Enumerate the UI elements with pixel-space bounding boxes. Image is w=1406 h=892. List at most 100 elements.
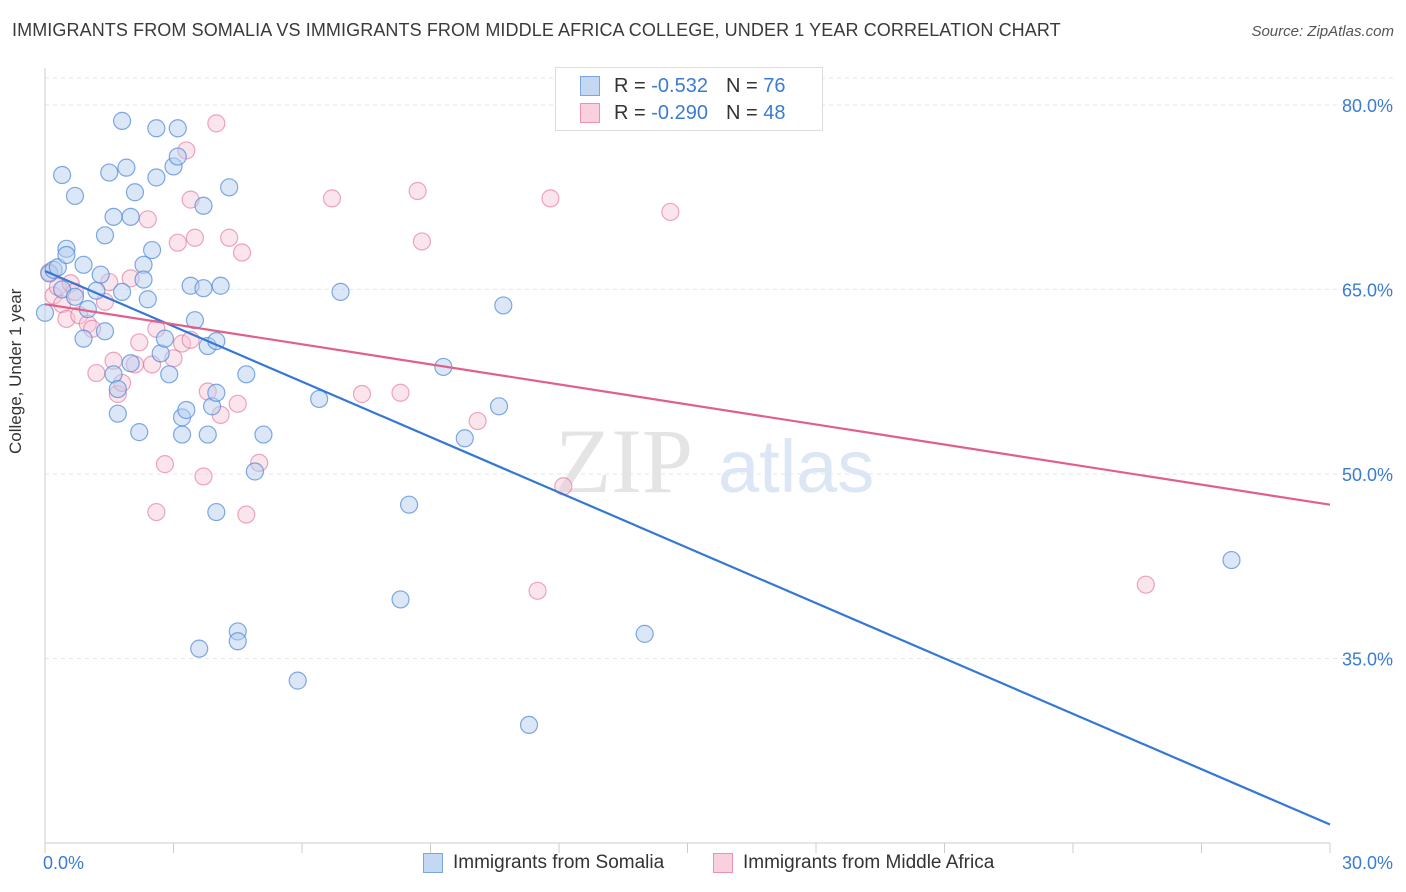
point-somalia-39 [168, 119, 187, 138]
point-somalia-70 [494, 296, 513, 315]
point-somalia-47 [194, 279, 213, 298]
point-somalia-64 [331, 282, 350, 301]
point-middle-africa-23 [155, 455, 175, 474]
point-somalia-73 [1222, 550, 1241, 570]
legend-n-label: N = [725, 101, 758, 124]
point-somalia-41 [172, 425, 192, 444]
trend-line-somalia [44, 269, 1331, 826]
point-somalia-10 [74, 329, 93, 348]
point-somalia-30 [134, 270, 153, 289]
point-somalia-4 [53, 165, 72, 185]
point-middle-africa-37 [232, 243, 252, 262]
point-somalia-71 [519, 715, 539, 735]
point-somalia-68 [455, 429, 474, 448]
point-somalia-9 [65, 287, 85, 306]
legend-row-middle-africa: R = -0.290 N = 48 [580, 101, 785, 125]
watermark: ZIP atlas [555, 410, 874, 512]
point-somalia-16 [95, 226, 115, 245]
chart-title: IMMIGRANTS FROM SOMALIA VS IMMIGRANTS FR… [12, 20, 1061, 40]
point-somalia-27 [125, 183, 145, 202]
point-somalia-20 [108, 379, 127, 399]
point-middle-africa-18 [130, 333, 149, 352]
legend-swatch-middle-africa [580, 103, 600, 123]
y-axis-label: College, Under 1 year [6, 288, 25, 454]
bottom-legend-swatch-middle-africa [713, 853, 733, 873]
point-somalia-22 [112, 111, 132, 130]
point-somalia-23 [112, 282, 132, 301]
point-somalia-36 [155, 329, 175, 348]
point-middle-africa-45 [468, 411, 487, 431]
point-somalia-58 [228, 632, 247, 651]
bottom-legend-somalia: Immigrants from Somalia [423, 852, 664, 874]
point-somalia-24 [117, 158, 136, 177]
correlation-legend: R = -0.532 N = 76 R = -0.290 N = 48 [555, 67, 823, 131]
point-somalia-46 [190, 639, 209, 658]
point-somalia-15 [95, 322, 115, 341]
point-somalia-50 [198, 425, 217, 444]
point-somalia-0 [35, 303, 55, 322]
point-somalia-65 [391, 590, 410, 609]
bottom-legend-label-somalia: Immigrants from Somalia [453, 852, 665, 873]
legend-r-middle-africa: -0.290 [651, 101, 708, 124]
point-somalia-43 [177, 400, 196, 420]
x-tick-label-min: 0.0% [43, 853, 84, 873]
point-middle-africa-48 [528, 581, 547, 600]
point-somalia-54 [207, 502, 226, 522]
point-somalia-56 [220, 178, 239, 197]
x-tick-label-max: 30.0% [1342, 853, 1393, 873]
y-tick-label-1: 50.0% [1342, 465, 1393, 485]
legend-row-somalia: R = -0.532 N = 76 [580, 74, 785, 98]
trend-lines [44, 269, 1331, 826]
legend-n-label: N = [725, 74, 758, 97]
point-middle-africa-30 [185, 228, 205, 247]
point-somalia-61 [254, 425, 273, 444]
point-somalia-63 [310, 389, 329, 409]
legend-n-somalia: 76 [763, 74, 786, 97]
point-somalia-14 [91, 265, 110, 284]
y-tick-label-0: 35.0% [1342, 649, 1393, 669]
point-middle-africa-31 [194, 467, 213, 486]
point-somalia-11 [74, 255, 93, 274]
legend-n-middle-africa: 48 [763, 101, 786, 124]
point-somalia-69 [489, 397, 509, 416]
point-somalia-19 [104, 207, 123, 226]
point-somalia-25 [121, 354, 140, 373]
point-middle-africa-38 [237, 505, 256, 524]
legend-r-label: R = [614, 74, 646, 97]
point-somalia-21 [108, 404, 127, 423]
point-middle-africa-50 [1136, 575, 1155, 594]
point-somalia-66 [399, 495, 419, 514]
point-somalia-48 [194, 196, 213, 215]
point-somalia-7 [57, 245, 76, 265]
y-tick-label-3: 80.0% [1342, 96, 1393, 116]
point-somalia-33 [147, 168, 166, 187]
point-somalia-40 [168, 147, 187, 166]
point-middle-africa-42 [391, 383, 410, 402]
point-middle-africa-22 [147, 502, 166, 522]
point-somalia-60 [245, 462, 264, 481]
bottom-legend-swatch-somalia [423, 853, 443, 873]
point-middle-africa-43 [408, 181, 427, 201]
point-somalia-37 [160, 365, 179, 384]
point-somalia-32 [142, 240, 162, 260]
point-somalia-17 [100, 163, 119, 182]
legend-swatch-somalia [580, 76, 600, 96]
point-middle-africa-10 [87, 363, 106, 383]
point-somalia-62 [288, 671, 307, 690]
source-label: Source: ZipAtlas.com [1251, 23, 1394, 40]
point-somalia-8 [65, 186, 85, 206]
point-middle-africa-19 [138, 210, 157, 229]
tick-labels: 35.0% 50.0% 65.0% 80.0% 0.0% 30.0% [43, 96, 1393, 873]
point-somalia-34 [147, 119, 166, 138]
point-somalia-53 [207, 383, 226, 402]
series-middle-africa-points [40, 114, 1155, 600]
point-middle-africa-41 [352, 384, 372, 404]
point-middle-africa-44 [412, 232, 432, 251]
legend-r-label: R = [614, 101, 646, 124]
watermark-atlas: atlas [718, 425, 874, 508]
point-somalia-59 [237, 365, 256, 384]
point-somalia-26 [121, 207, 140, 226]
point-middle-africa-49 [661, 202, 680, 222]
bottom-legend-label-middle-africa: Immigrants from Middle Africa [743, 852, 995, 873]
